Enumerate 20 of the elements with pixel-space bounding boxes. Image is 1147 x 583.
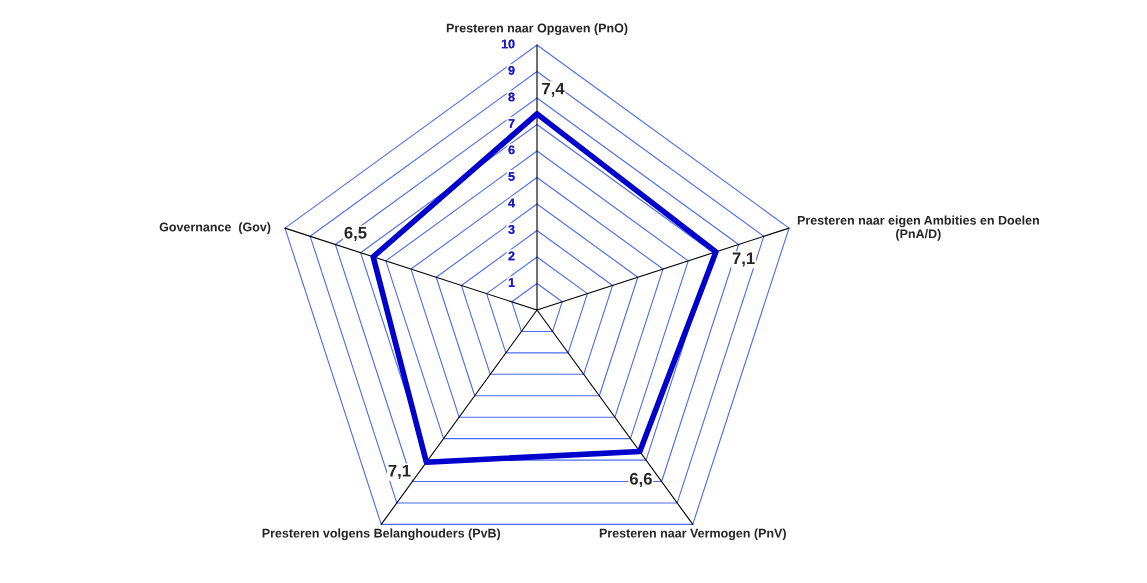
y-tick-label: 10 xyxy=(501,39,515,49)
data-label: 6,6 xyxy=(629,472,652,488)
y-tick-label: 7 xyxy=(508,119,515,128)
data-label: 6,5 xyxy=(344,226,367,242)
y-tick-label: 9 xyxy=(508,66,515,75)
spoke-label: Presteren naar Opgaven (PnO) xyxy=(446,23,628,35)
y-tick-label: 8 xyxy=(508,92,515,102)
spoke-label: Presteren volgens Belanghouders (PvB) xyxy=(262,528,501,541)
data-label: 7,4 xyxy=(542,82,565,97)
y-tick-label: 1 xyxy=(508,278,515,287)
spoke-label: Presteren naar eigen Ambities en Doelen (PnA/D) xyxy=(797,215,1039,241)
spoke-label: Governance (Gov) xyxy=(159,222,271,234)
data-label: 7,1 xyxy=(732,252,755,267)
y-tick-label: 5 xyxy=(508,172,515,181)
y-tick-label: 2 xyxy=(508,251,515,261)
y-tick-label: 6 xyxy=(508,145,515,155)
spoke-label: Presteren naar Vermogen (PnV) xyxy=(599,528,786,541)
y-tick-label: 4 xyxy=(508,198,515,208)
y-tick-label: 3 xyxy=(508,225,515,234)
data-label: 7,1 xyxy=(388,464,411,479)
